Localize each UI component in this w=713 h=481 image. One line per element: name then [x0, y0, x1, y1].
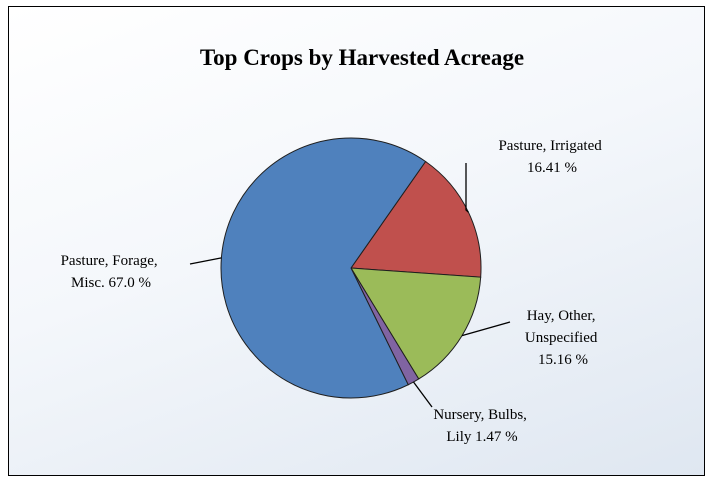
label-pasture-forage-line2: Misc. 67.0 %: [71, 275, 151, 291]
label-pasture-forage: Pasture, Forage, Misc. 67.0 %: [61, 253, 162, 291]
chart-title: Top Crops by Harvested Acreage: [200, 45, 524, 70]
leader-pasture-irrigated: [465, 163, 469, 213]
label-pasture-irrigated: Pasture, Irrigated 16.41 %: [498, 138, 605, 176]
leader-nursery: [412, 381, 433, 408]
label-pasture-forage-line1: Pasture, Forage,: [61, 253, 158, 269]
label-pasture-irrigated-line1: Pasture, Irrigated: [498, 138, 602, 154]
label-hay-other-line3: 15.16 %: [538, 352, 588, 368]
label-hay-other: Hay, Other, Unspecified 15.16 %: [525, 308, 601, 368]
pie-slices: [220, 137, 482, 399]
label-hay-other-line1: Hay, Other,: [527, 308, 596, 324]
label-hay-other-line2: Unspecified: [525, 330, 598, 346]
label-nursery-line1: Nursery, Bulbs,: [433, 407, 527, 423]
label-nursery: Nursery, Bulbs, Lily 1.47 %: [433, 407, 530, 445]
leader-pasture-forage: [189, 257, 222, 265]
label-pasture-irrigated-line2: 16.41 %: [527, 160, 577, 176]
leader-hay-other: [461, 321, 511, 337]
label-nursery-line2: Lily 1.47 %: [446, 429, 517, 445]
leader-lines: [189, 163, 511, 408]
